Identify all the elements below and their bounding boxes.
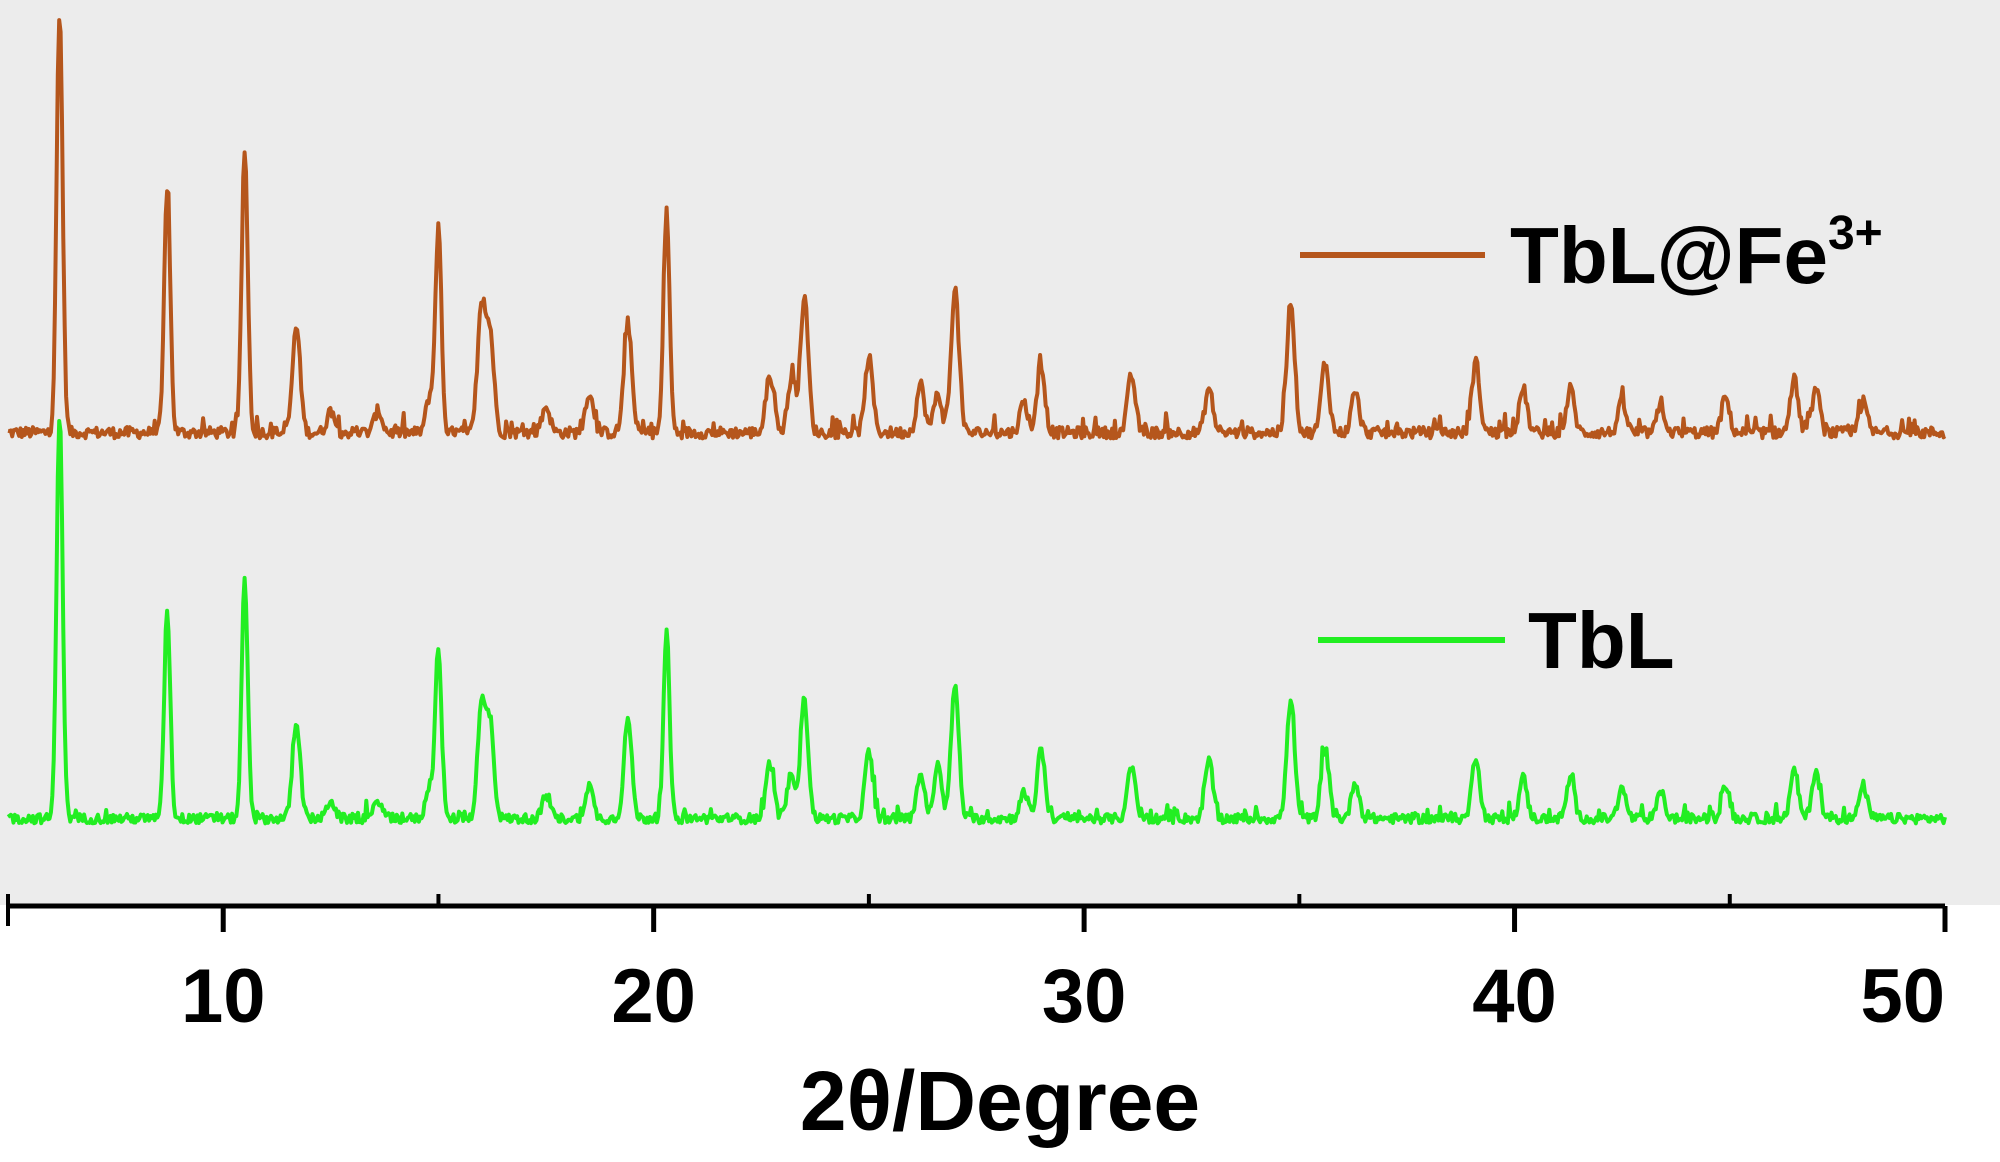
x-tick-label-4: 40: [1472, 954, 1557, 1039]
x-tick-label-3: 30: [1042, 954, 1127, 1039]
x-tick-label-2: 20: [611, 954, 696, 1039]
legend-label-text: TbL: [1528, 596, 1675, 685]
series-layer: [6, 18, 1947, 826]
legend-label-superscript: 3+: [1828, 207, 1883, 260]
legend-label-1: TbL@Fe3+: [1510, 207, 1883, 300]
x-axis-ticks: 10 20 30 40 50: [6, 894, 1948, 1039]
series-line-2: [6, 419, 1947, 826]
plot-background: [0, 0, 2000, 905]
x-axis-label: 2θ/Degree: [800, 1054, 1200, 1148]
legend: TbL@Fe3+ TbL: [1300, 207, 1883, 685]
legend-label-2: TbL: [1528, 596, 1675, 685]
x-tick-label-1: 10: [181, 954, 266, 1039]
series-line-1: [7, 18, 1947, 441]
x-tick-label-5: 50: [1860, 954, 1945, 1039]
legend-label-text: TbL@Fe: [1510, 211, 1828, 300]
